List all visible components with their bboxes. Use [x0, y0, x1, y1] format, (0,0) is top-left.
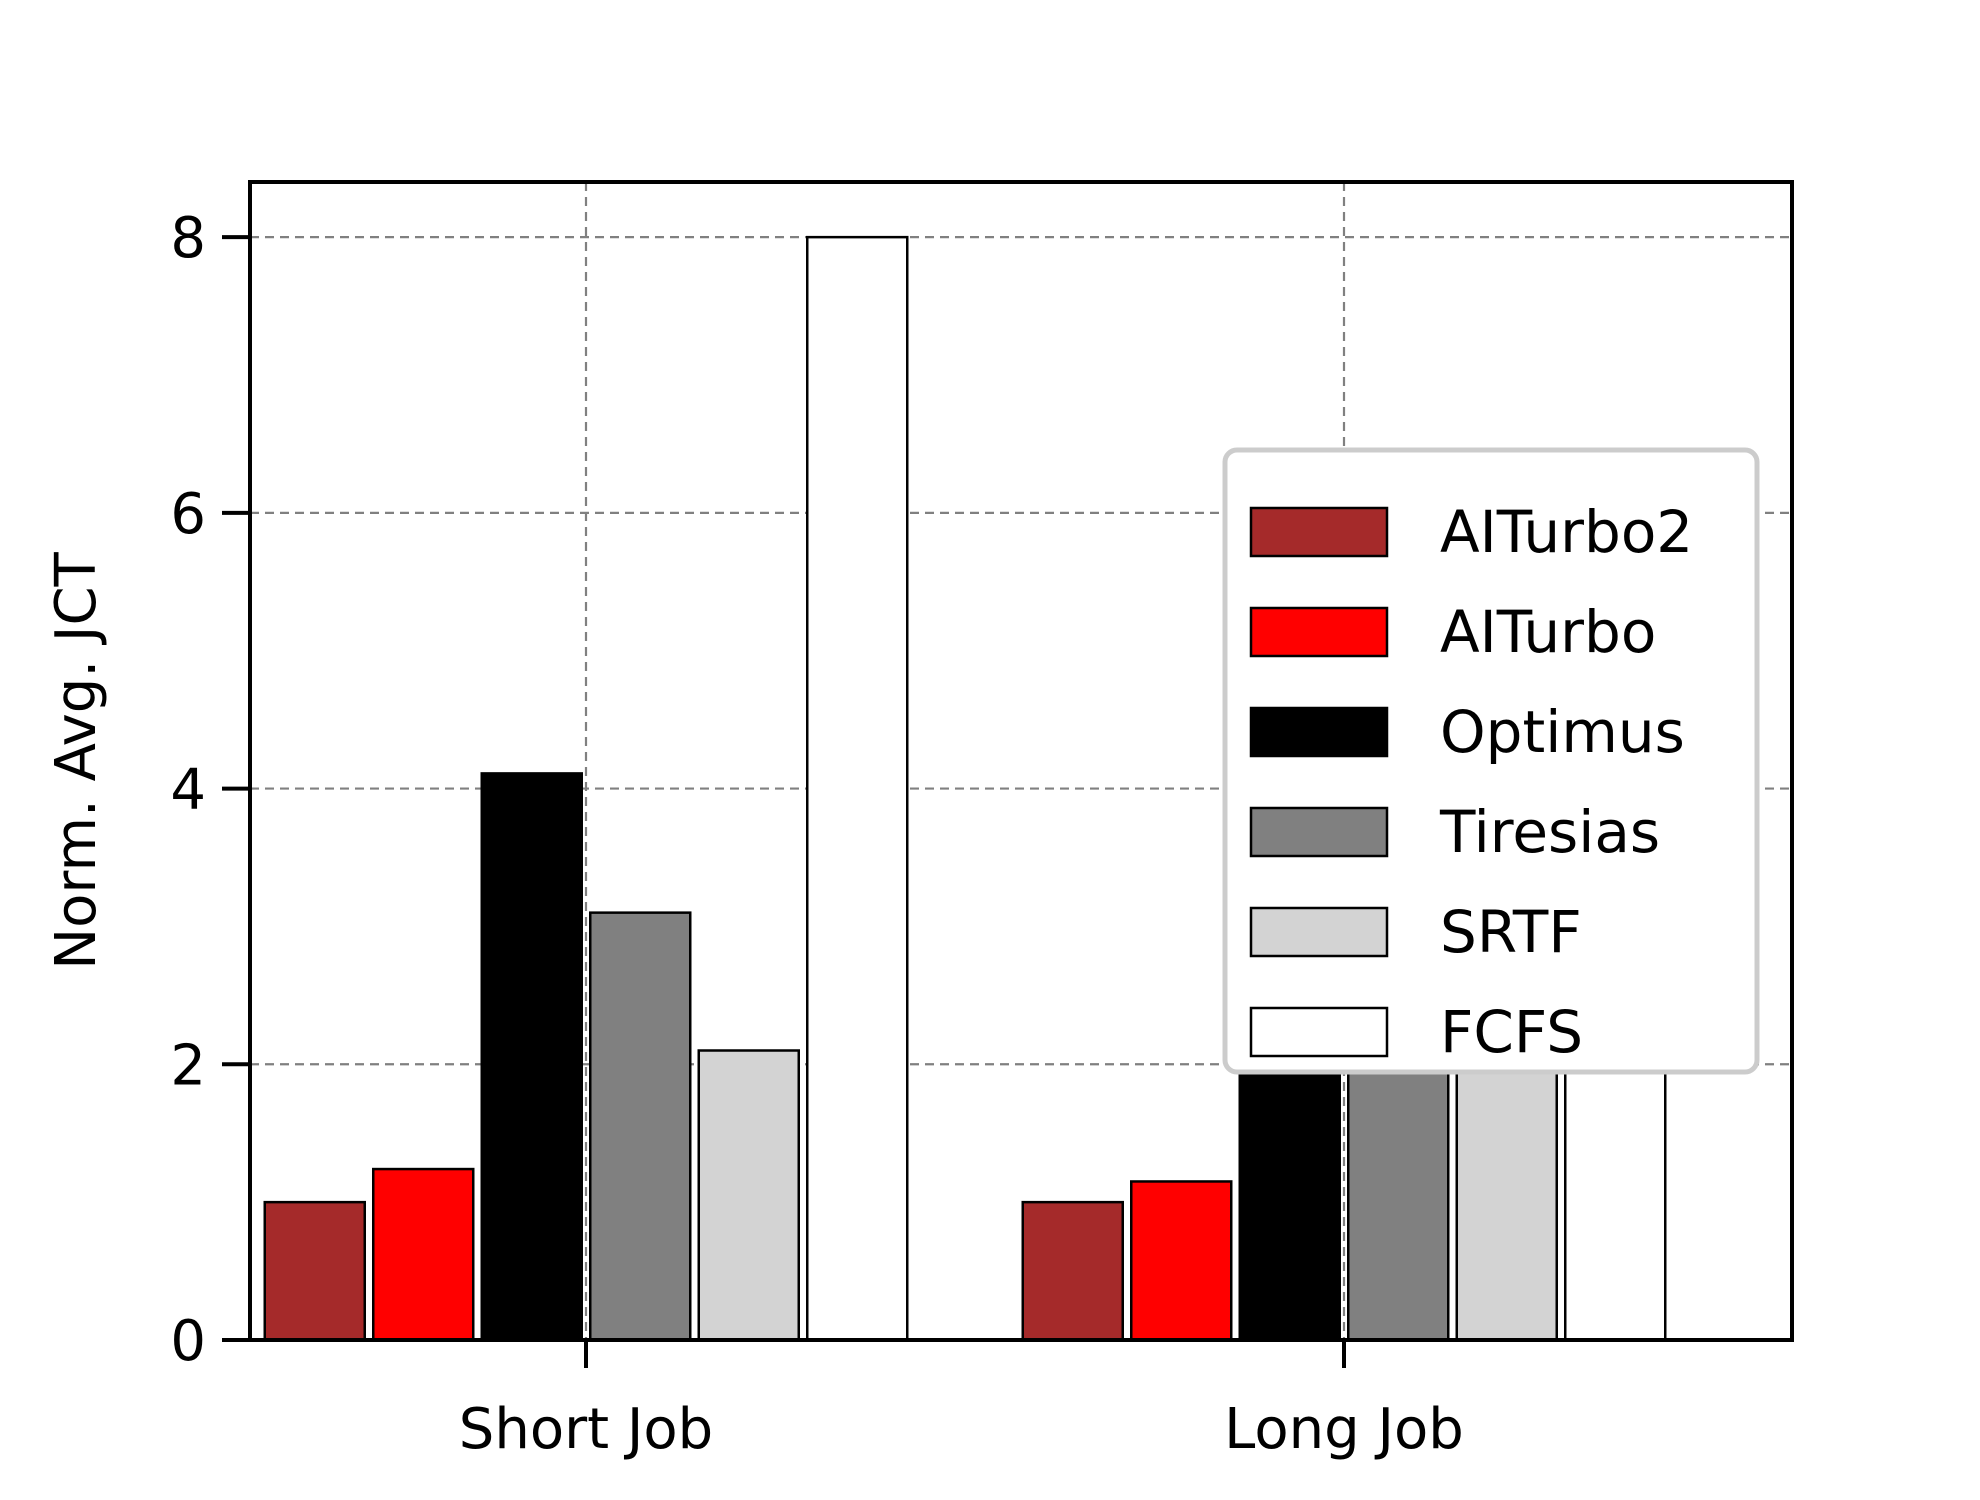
y-tick-label: 2 — [170, 1033, 206, 1098]
legend-label: Tiresias — [1439, 798, 1660, 866]
bar-srtf-long-job — [1455, 1056, 1558, 1342]
bar-fcfs-long-job — [1564, 1056, 1667, 1342]
legend-label: FCFS — [1440, 998, 1583, 1066]
bar-aiturbo2-short-job — [263, 1200, 366, 1342]
bar-aiturbo-short-job — [372, 1167, 475, 1342]
legend-label: AITurbo2 — [1440, 498, 1693, 566]
y-axis: 0 2 4 6 8 — [170, 206, 250, 1374]
legend-swatch — [1249, 706, 1389, 758]
legend-swatch — [1249, 1006, 1389, 1058]
bar-tiresias-short-job — [589, 911, 692, 1342]
y-tick-label: 4 — [170, 758, 206, 823]
bars — [263, 235, 1667, 1342]
y-tick-label: 0 — [170, 1309, 206, 1374]
y-tick-label: 8 — [170, 206, 206, 271]
bar-optimus-long-job — [1238, 1056, 1341, 1342]
bar-optimus-short-job — [480, 772, 583, 1342]
legend-swatch — [1249, 906, 1389, 958]
bar-srtf-short-job — [697, 1049, 800, 1342]
legend-swatch — [1249, 606, 1389, 658]
bar-aiturbo-long-job — [1130, 1180, 1233, 1342]
bar-fcfs-short-job — [806, 235, 909, 1342]
legend-label: SRTF — [1440, 898, 1582, 966]
x-tick-label: Short Job — [459, 1397, 713, 1462]
bar-aiturbo2-long-job — [1021, 1200, 1124, 1342]
legend-label: Optimus — [1440, 698, 1685, 766]
y-tick-label: 6 — [170, 482, 206, 547]
plot-frame — [248, 180, 1794, 1342]
legend-label: AITurbo — [1440, 598, 1656, 666]
x-tick-label: Long Job — [1224, 1397, 1464, 1462]
x-axis: Short Job Long Job — [459, 1340, 1464, 1462]
legend: AITurbo2 AITurbo Optimus Tiresias SRTF FCFS — [1222, 447, 1760, 1075]
y-axis-label: Norm. Avg. JCT — [44, 551, 109, 969]
bar-tiresias-long-job — [1347, 1056, 1450, 1342]
legend-swatch — [1249, 506, 1389, 558]
legend-swatch — [1249, 806, 1389, 858]
